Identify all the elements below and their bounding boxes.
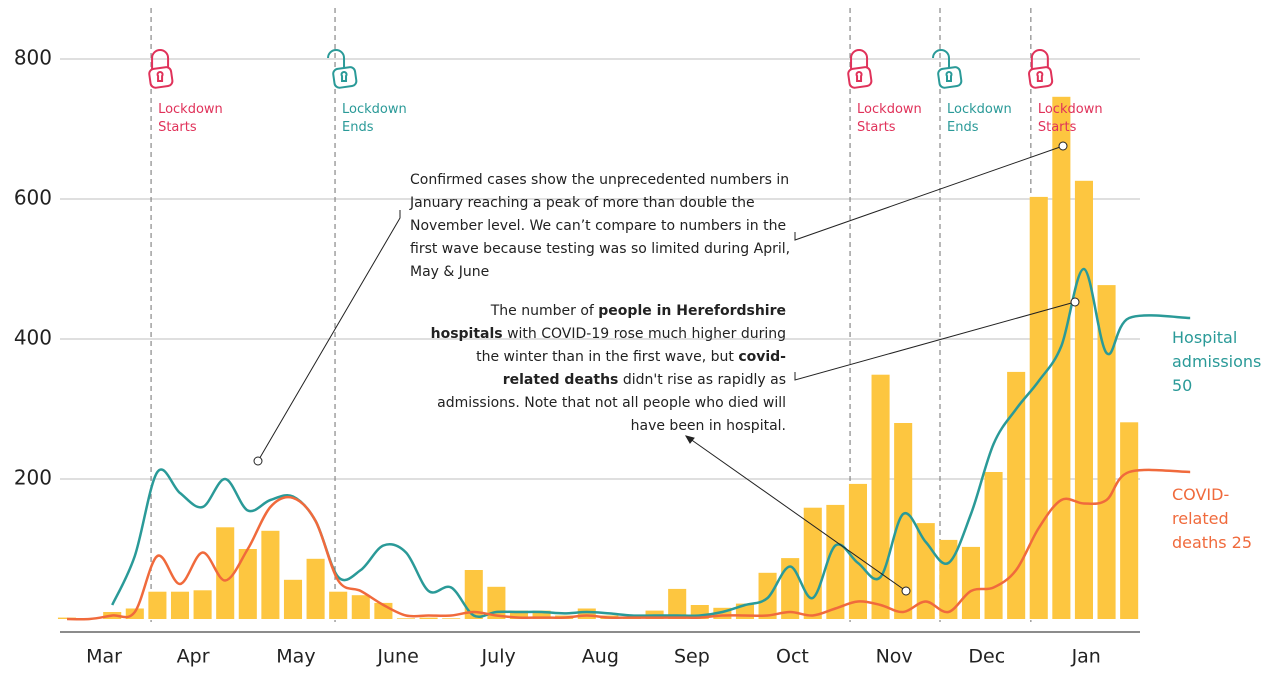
bar (509, 610, 529, 619)
bar (1074, 180, 1093, 620)
bar (532, 610, 551, 619)
lock-icon (1028, 49, 1054, 89)
x-tick-label: Dec (968, 646, 1005, 668)
lock-hole (1036, 71, 1044, 82)
bar (826, 504, 845, 619)
bar (148, 591, 167, 619)
lock-icon (148, 49, 174, 89)
leader-line (257, 210, 401, 462)
leader-dot (253, 456, 263, 466)
lock-icon (932, 49, 963, 89)
legend-label: COVID-related deaths 25 (1172, 485, 1252, 552)
bar (442, 618, 461, 619)
lock-body (148, 66, 174, 89)
bar (283, 579, 303, 619)
bar (577, 608, 596, 619)
leader-arrow (684, 435, 695, 444)
x-tick-label: July (481, 646, 516, 668)
bar (193, 590, 212, 619)
event-label: Lockdown Ends (342, 102, 407, 135)
y-tick-label: 200 (14, 466, 52, 490)
bar (396, 618, 416, 619)
leader-line (685, 435, 907, 592)
annotation-text: didn't rise as rapidly as admissions. No… (437, 372, 786, 434)
annotation-text: The number of (490, 303, 599, 319)
lock-hole (945, 71, 953, 82)
y-tick-label: 800 (14, 46, 52, 70)
bar (216, 527, 235, 619)
x-tick-label: Aug (582, 646, 619, 668)
lock-body (847, 66, 873, 89)
annotation-text: Confirmed cases show the unprecedented n… (410, 172, 791, 280)
bar (306, 558, 325, 619)
x-tick-label: Sep (674, 646, 710, 668)
annotation-2: The number of people in Herefordshire ho… (430, 300, 786, 438)
leader-dot (901, 586, 911, 596)
bar (713, 607, 732, 619)
bar (170, 591, 190, 619)
x-tick-label: Jan (1071, 646, 1101, 668)
lock-hole (855, 71, 863, 82)
bar (261, 530, 280, 619)
lock-body (332, 66, 358, 89)
x-tick-label: Mar (86, 646, 122, 668)
leader-dot (1058, 141, 1068, 151)
lock-shackle (850, 49, 869, 69)
event-label: Lockdown Ends (947, 102, 1012, 135)
leaders (253, 141, 1080, 596)
bar (668, 588, 687, 619)
y-tick-label: 600 (14, 186, 52, 210)
bar (803, 507, 822, 619)
bar (57, 617, 77, 619)
lock-hole (340, 71, 348, 82)
bar (894, 423, 913, 619)
lock-body (937, 66, 963, 89)
x-tick-label: Apr (177, 646, 210, 668)
annotation-text: with COVID-19 rose much higher during th… (476, 326, 786, 365)
legend-label: Hospital admissions 50 (1172, 328, 1262, 395)
x-tick-label: June (376, 646, 418, 668)
annotation-bold: covid-related deaths (502, 349, 786, 388)
leader-dot (1070, 297, 1080, 307)
lock-body (1028, 66, 1054, 89)
bar (419, 617, 438, 619)
annotation-bold: people in Herefordshire hospitals (430, 303, 786, 342)
series-line (66, 468, 1191, 621)
bar (1097, 285, 1116, 619)
lock-icon (327, 49, 358, 89)
bar (1052, 96, 1071, 620)
lock-shackle (932, 49, 950, 69)
bar (848, 483, 868, 619)
annotation-1: Confirmed cases show the unprecedented n… (410, 169, 795, 284)
bar (238, 549, 257, 619)
bar (1029, 196, 1048, 619)
leader-line (794, 145, 1064, 241)
lock-shackle (151, 49, 170, 69)
y-tick-label: 400 (14, 326, 52, 350)
x-tick-label: Nov (876, 646, 913, 668)
bar (781, 558, 800, 619)
bar (961, 546, 980, 619)
lock-icon (847, 49, 873, 89)
bar (329, 591, 348, 619)
bar (351, 595, 370, 619)
lock-shackle (327, 49, 346, 69)
x-tick-label: May (276, 646, 315, 668)
bar (984, 472, 1003, 619)
series-line (111, 267, 1191, 619)
bar (464, 570, 483, 619)
lock-shackle (1030, 49, 1049, 69)
bar (1120, 422, 1139, 619)
x-tick-label: Oct (776, 646, 809, 668)
leader-line (794, 301, 1076, 381)
event-label: Lockdown Starts (158, 102, 223, 135)
bar (758, 572, 777, 619)
lock-hole (156, 71, 164, 82)
bar (1007, 371, 1026, 619)
bar (871, 374, 890, 619)
event-label: Lockdown Starts (857, 102, 922, 135)
event-label: Lockdown Starts (1037, 102, 1103, 135)
